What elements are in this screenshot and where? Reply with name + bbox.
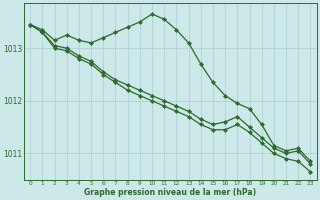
X-axis label: Graphe pression niveau de la mer (hPa): Graphe pression niveau de la mer (hPa) xyxy=(84,188,256,197)
